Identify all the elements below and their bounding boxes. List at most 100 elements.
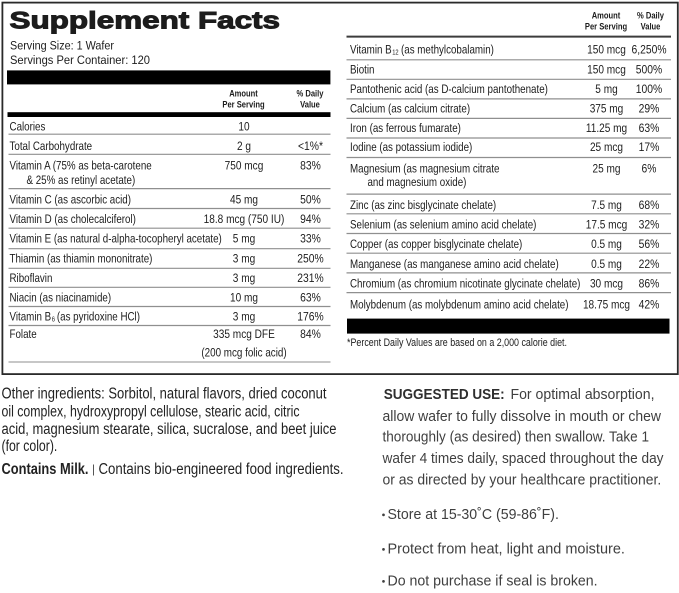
svg-text:& 25% as retinyl acetate): & 25% as retinyl acetate) (27, 173, 136, 187)
svg-text:Iodine (as potassium iodide): Iodine (as potassium iodide) (350, 140, 472, 154)
svg-text:Biotin: Biotin (350, 62, 375, 76)
svg-text:Riboflavin: Riboflavin (10, 271, 53, 285)
svg-text:12: 12 (392, 48, 398, 57)
svg-text:Total Carbohydrate: Total Carbohydrate (10, 139, 93, 153)
svg-text:Selenium (as selenium amino ac: Selenium (as selenium amino acid chelate… (350, 218, 536, 232)
svg-text:Amount: Amount (592, 11, 621, 22)
svg-text:176%: 176% (297, 310, 323, 324)
svg-text:Iron (as ferrous fumarate): Iron (as ferrous fumarate) (350, 121, 461, 135)
svg-text:2 g: 2 g (237, 139, 251, 153)
svg-text:Store at 15-30˚C (59-86˚F).: Store at 15-30˚C (59-86˚F). (388, 506, 559, 523)
svg-text:3 mg: 3 mg (233, 252, 256, 266)
svg-text:Calories: Calories (10, 120, 46, 134)
svg-text:<1%*: <1%* (298, 139, 323, 153)
svg-text:Value: Value (641, 21, 661, 32)
svg-text:(200 mcg folic acid): (200 mcg folic acid) (201, 346, 286, 360)
svg-text:10 mg: 10 mg (230, 290, 258, 304)
svg-text:6,250%: 6,250% (632, 43, 667, 57)
svg-text:% Daily: % Daily (297, 89, 325, 100)
svg-text:56%: 56% (639, 237, 660, 251)
svg-text:Copper (as copper bisglycinate: Copper (as copper bisglycinate chelate) (350, 237, 522, 251)
svg-text:allow wafer to fully dissolve: allow wafer to fully dissolve in mouth o… (383, 408, 662, 425)
svg-text:Per Serving: Per Serving (585, 21, 627, 32)
svg-text:Contains Milk.: Contains Milk. (2, 461, 89, 478)
svg-text:wafer 4 times daily, spaced th: wafer 4 times daily, spaced throughout t… (382, 450, 664, 467)
svg-text:*Percent Daily Values are base: *Percent Daily Values are based on a 2,0… (347, 337, 567, 349)
svg-text:231%: 231% (297, 271, 323, 285)
svg-text:375 mg: 375 mg (590, 101, 624, 115)
svg-text:oil complex, hydroxypropyl cel: oil complex, hydroxypropyl cellulose, st… (2, 404, 300, 421)
svg-text:22%: 22% (639, 257, 660, 271)
svg-text:68%: 68% (639, 198, 660, 212)
svg-text:Folate: Folate (10, 327, 37, 341)
svg-text:(as methylcobalamin): (as methylcobalamin) (401, 43, 494, 57)
svg-text:50%: 50% (300, 193, 321, 207)
svg-text:63%: 63% (639, 121, 660, 135)
svg-text:42%: 42% (639, 298, 660, 312)
svg-text:5 mg: 5 mg (233, 232, 256, 246)
svg-text:6%: 6% (642, 161, 657, 175)
svg-text:Vitamin B: Vitamin B (10, 310, 52, 324)
svg-text:thoroughly (as desired) then s: thoroughly (as desired) then swallow. Ta… (383, 429, 650, 446)
svg-text:Amount: Amount (229, 89, 258, 100)
svg-text:Do not purchase if seal is bro: Do not purchase if seal is broken. (388, 572, 598, 589)
svg-text:Vitamin E (as natural d-alpha-: Vitamin E (as natural d-alpha-tocopheryl… (10, 232, 222, 246)
svg-text:Pantothenic acid (as D-calcium: Pantothenic acid (as D-calcium pantothen… (350, 82, 548, 96)
svg-text:% Daily: % Daily (637, 11, 665, 22)
svg-text:0.5 mg: 0.5 mg (591, 257, 622, 271)
svg-text:For optimal absorption,: For optimal absorption, (511, 386, 655, 403)
svg-text:3 mg: 3 mg (233, 271, 256, 285)
svg-text:Thiamin (as thiamin mononitrat: Thiamin (as thiamin mononitrate) (10, 252, 153, 266)
svg-text:Vitamin A (75% as beta-caroten: Vitamin A (75% as beta-carotene (10, 159, 152, 173)
svg-text:Per Serving: Per Serving (222, 99, 264, 110)
svg-text:18.75 mcg: 18.75 mcg (583, 298, 630, 312)
svg-text:(for color).: (for color). (2, 438, 58, 455)
svg-text:94%: 94% (300, 212, 321, 226)
svg-text:Supplement Facts: Supplement Facts (10, 8, 281, 35)
svg-text:83%: 83% (300, 159, 321, 173)
svg-text:or as directed by your healthc: or as directed by your healthcare practi… (383, 472, 662, 489)
svg-text:29%: 29% (639, 101, 660, 115)
svg-text:32%: 32% (639, 218, 660, 232)
svg-text:Manganese (as manganese amino: Manganese (as manganese amino acid chela… (350, 257, 559, 271)
svg-text:25 mcg: 25 mcg (590, 140, 623, 154)
svg-text:Vitamin B: Vitamin B (350, 43, 392, 57)
svg-text:Niacin (as niacinamide): Niacin (as niacinamide) (10, 290, 112, 304)
svg-text:Other ingredients: Sorbitol, n: Other ingredients: Sorbitol, natural fla… (2, 386, 328, 403)
svg-text:Chromium (as chromium nicotina: Chromium (as chromium nicotinate glycina… (350, 277, 580, 291)
svg-text:17.5 mcg: 17.5 mcg (586, 218, 628, 232)
svg-text:250%: 250% (297, 252, 323, 266)
svg-text:100%: 100% (636, 82, 662, 96)
svg-text:10: 10 (238, 120, 249, 134)
svg-text:5 mg: 5 mg (595, 82, 618, 96)
svg-text:30 mcg: 30 mcg (590, 277, 623, 291)
svg-text:33%: 33% (300, 232, 321, 246)
svg-text:Protect from heat, light and m: Protect from heat, light and moisture. (388, 540, 625, 557)
svg-text:750 mcg: 750 mcg (225, 159, 264, 173)
svg-text:150 mcg: 150 mcg (587, 62, 626, 76)
svg-text:7.5 mg: 7.5 mg (591, 198, 622, 212)
svg-text:86%: 86% (639, 277, 660, 291)
svg-text:0.5 mg: 0.5 mg (591, 237, 622, 251)
svg-text:45 mg: 45 mg (230, 193, 258, 207)
svg-text:11.25 mg: 11.25 mg (586, 121, 627, 135)
svg-text:17%: 17% (639, 140, 660, 154)
svg-text:500%: 500% (636, 62, 662, 76)
svg-text:150 mcg: 150 mcg (587, 43, 626, 57)
svg-text:3 mg: 3 mg (233, 310, 256, 324)
svg-text:18.8 mcg (750 IU): 18.8 mcg (750 IU) (204, 212, 285, 226)
svg-text:SUGGESTED USE:: SUGGESTED USE: (384, 386, 505, 403)
svg-text:25 mg: 25 mg (593, 161, 621, 175)
svg-text:Vitamin C (as ascorbic acid): Vitamin C (as ascorbic acid) (10, 193, 132, 207)
svg-text:Serving Size: 1 Wafer: Serving Size: 1 Wafer (10, 38, 114, 52)
svg-text:Servings Per Container: 120: Servings Per Container: 120 (10, 53, 150, 67)
svg-text:and magnesium oxide): and magnesium oxide) (368, 175, 467, 189)
svg-text:acid, magnesium stearate, sili: acid, magnesium stearate, silica, sucral… (2, 421, 337, 438)
svg-text:Magnesium (as magnesium citrat: Magnesium (as magnesium citrate (350, 161, 500, 175)
svg-text:Zinc (as zinc bisglycinate che: Zinc (as zinc bisglycinate chelate) (350, 198, 496, 212)
svg-text:6: 6 (52, 315, 55, 324)
svg-text:335 mcg DFE: 335 mcg DFE (213, 327, 275, 341)
svg-text:Calcium (as calcium citrate): Calcium (as calcium citrate) (350, 101, 470, 115)
svg-text:(as pyridoxine HCl): (as pyridoxine HCl) (57, 310, 140, 324)
svg-text:Contains bio-engineered food i: Contains bio-engineered food ingredients… (99, 461, 344, 478)
